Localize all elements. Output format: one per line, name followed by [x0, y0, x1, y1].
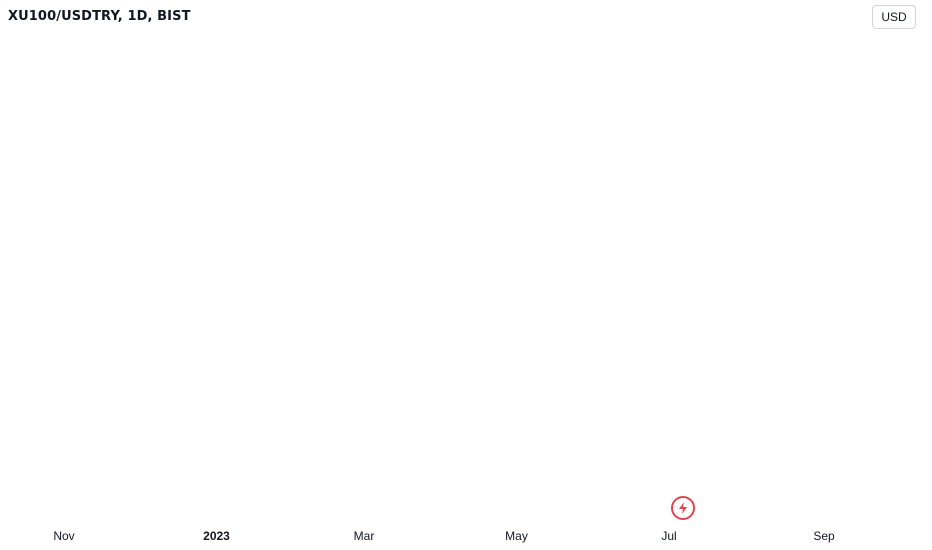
currency-button[interactable]: USD	[872, 5, 916, 29]
symbol-title[interactable]: XU100/USDTRY, 1D, BIST	[8, 9, 191, 24]
time-tick-label: Mar	[354, 529, 375, 543]
lightning-icon[interactable]	[671, 496, 695, 520]
time-tick-label: 2023	[203, 529, 230, 543]
time-tick-label: Jul	[661, 529, 676, 543]
time-tick-label: Sep	[813, 529, 835, 543]
time-tick-label: Nov	[53, 529, 74, 543]
time-axis[interactable]: Nov 2023 Mar May Jul Sep	[53, 529, 835, 543]
lightning-glyph	[679, 502, 687, 514]
time-tick-label: May	[505, 529, 528, 543]
